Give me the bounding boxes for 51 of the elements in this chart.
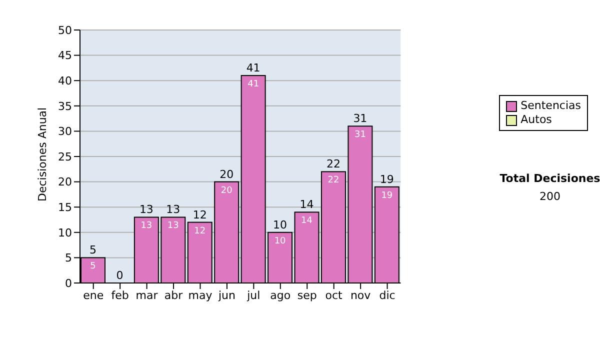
y-tick-label: 5	[65, 252, 72, 265]
y-tick-label: 30	[58, 125, 72, 138]
total-label: 13	[166, 203, 180, 216]
x-tick-label: dic	[379, 288, 396, 302]
y-tick-label: 50	[58, 24, 72, 37]
x-tick-label: oct	[325, 288, 344, 302]
data-label: 20	[220, 186, 233, 196]
data-label: 12	[194, 226, 206, 236]
y-tick-label: 15	[58, 201, 72, 214]
data-label: 22	[328, 176, 340, 186]
y-axis-title: Decisiones Anual	[36, 107, 49, 202]
x-tick-label: ene	[83, 288, 104, 302]
total-label: 19	[380, 172, 394, 186]
legend-label: Autos	[520, 113, 552, 127]
data-label: 14	[301, 216, 313, 226]
total-label: 41	[246, 62, 260, 75]
total-label: 10	[273, 218, 288, 232]
data-label: 13	[167, 221, 179, 232]
y-tick-label: 45	[58, 49, 72, 62]
x-tick-label: ago	[270, 288, 291, 302]
legend-label: Sentencias	[520, 99, 581, 113]
data-label: 41	[248, 80, 260, 90]
text: 200	[538, 190, 562, 203]
total-label: 5	[90, 244, 96, 257]
x-tick-label: abr	[164, 288, 184, 302]
data-label: 10	[274, 236, 286, 246]
y-tick-label: 10	[58, 226, 72, 240]
x-tick-label: jul	[246, 288, 260, 302]
x-tick-label: mar	[136, 288, 158, 302]
total-label: 31	[353, 112, 368, 126]
x-tick-label: feb	[111, 288, 129, 302]
total-label: 0	[116, 269, 124, 282]
total-label: 22	[326, 158, 340, 171]
x-tick-label: jun	[217, 288, 236, 302]
y-tick-label: 35	[58, 100, 72, 113]
y-tick-label: 20	[58, 176, 72, 189]
x-tick-label: nov	[350, 288, 372, 302]
total-label: 13	[139, 203, 154, 216]
data-label: 5	[90, 262, 96, 272]
data-label: 13	[140, 221, 152, 232]
total-label: 12	[192, 208, 207, 222]
y-tick-label: 0	[65, 276, 72, 290]
y-tick-label: 25	[58, 150, 72, 164]
total-label: 14	[300, 198, 314, 212]
data-label: 19	[381, 190, 393, 201]
data-label: 31	[354, 130, 366, 140]
y-tick-label: 40	[58, 74, 72, 88]
x-tick-label: may	[188, 288, 213, 302]
text: Total Decisiones	[498, 172, 600, 185]
total-label: 20	[220, 168, 234, 181]
x-tick-label: sep	[297, 288, 317, 302]
